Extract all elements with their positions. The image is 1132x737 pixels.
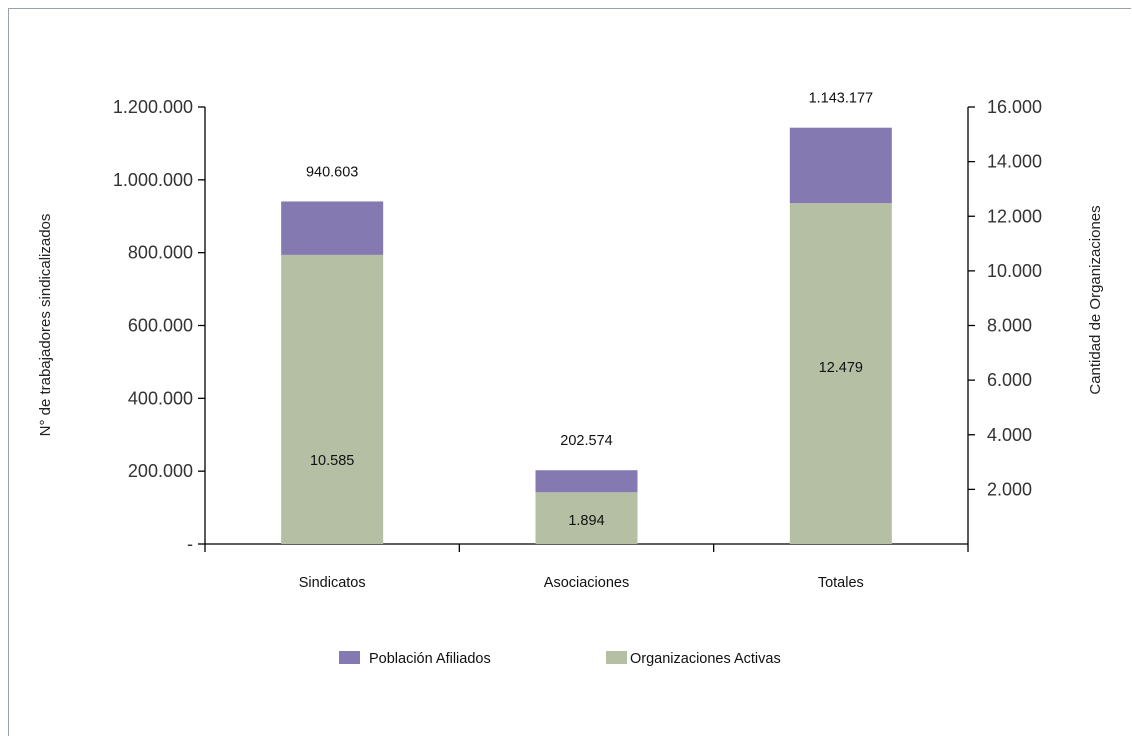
right-tick-label: 12.000: [987, 206, 1042, 226]
category-label: Asociaciones: [544, 575, 629, 591]
legend-label-organizaciones-activas: Organizaciones Activas: [630, 651, 781, 667]
left-tick-label: 800.000: [128, 243, 193, 263]
left-tick-label: -: [187, 534, 193, 554]
data-label-organizaciones-activas: 1.894: [568, 513, 604, 529]
category-labels: Sindicatos Asociaciones Totales: [299, 575, 864, 591]
left-tick-label: 600.000: [128, 316, 193, 336]
category-label: Totales: [818, 575, 864, 591]
bars: 940.603 10.585 202.574 1.894 1.143.177 12.479: [281, 91, 892, 545]
bar-poblacion-afiliados: [789, 127, 892, 204]
right-tick-label: 4.000: [987, 425, 1032, 445]
left-axis-title: N° de trabajadores sindicalizados: [37, 214, 54, 437]
right-ticks: 2.000 4.000 6.000 8.000 10.000 12.000 14.000 16…: [968, 97, 1042, 499]
right-tick-label: 10.000: [987, 261, 1042, 281]
right-tick-label: 6.000: [987, 370, 1032, 390]
legend-swatch-organizaciones-activas: [606, 651, 627, 664]
bar-organizaciones-activas: [281, 254, 384, 544]
data-label-poblacion-afiliados: 1.143.177: [809, 91, 874, 107]
left-ticks: - 200.000 400.000 600.000 800.000 1.000.000 1.…: [113, 97, 205, 554]
data-label-organizaciones-activas: 12.479: [819, 360, 863, 376]
legend: Población Afiliados Organizaciones Activ…: [339, 651, 781, 667]
legend-label-poblacion-afiliados: Población Afiliados: [369, 651, 491, 667]
right-tick-label: 16.000: [987, 97, 1042, 117]
bar-poblacion-afiliados: [535, 470, 638, 493]
right-axis-title: Cantidad de Organizaciones: [1087, 205, 1104, 394]
data-label-poblacion-afiliados: 202.574: [560, 433, 612, 449]
chart-frame: [8, 8, 1131, 736]
right-tick-label: 14.000: [987, 152, 1042, 172]
left-tick-label: 1.000.000: [113, 170, 193, 190]
left-tick-label: 400.000: [128, 388, 193, 408]
bar-organizaciones-activas: [789, 203, 892, 545]
data-label-poblacion-afiliados: 940.603: [306, 164, 358, 180]
x-ticks: [204, 544, 969, 552]
category-label: Sindicatos: [299, 575, 366, 591]
left-tick-label: 200.000: [128, 461, 193, 481]
bar-organizaciones-activas: [535, 492, 638, 544]
legend-swatch-poblacion-afiliados: [339, 651, 360, 664]
left-tick-label: 1.200.000: [113, 97, 193, 117]
right-tick-label: 2.000: [987, 479, 1032, 499]
bar-poblacion-afiliados: [281, 201, 384, 255]
right-tick-label: 8.000: [987, 316, 1032, 336]
data-label-organizaciones-activas: 10.585: [310, 453, 354, 469]
